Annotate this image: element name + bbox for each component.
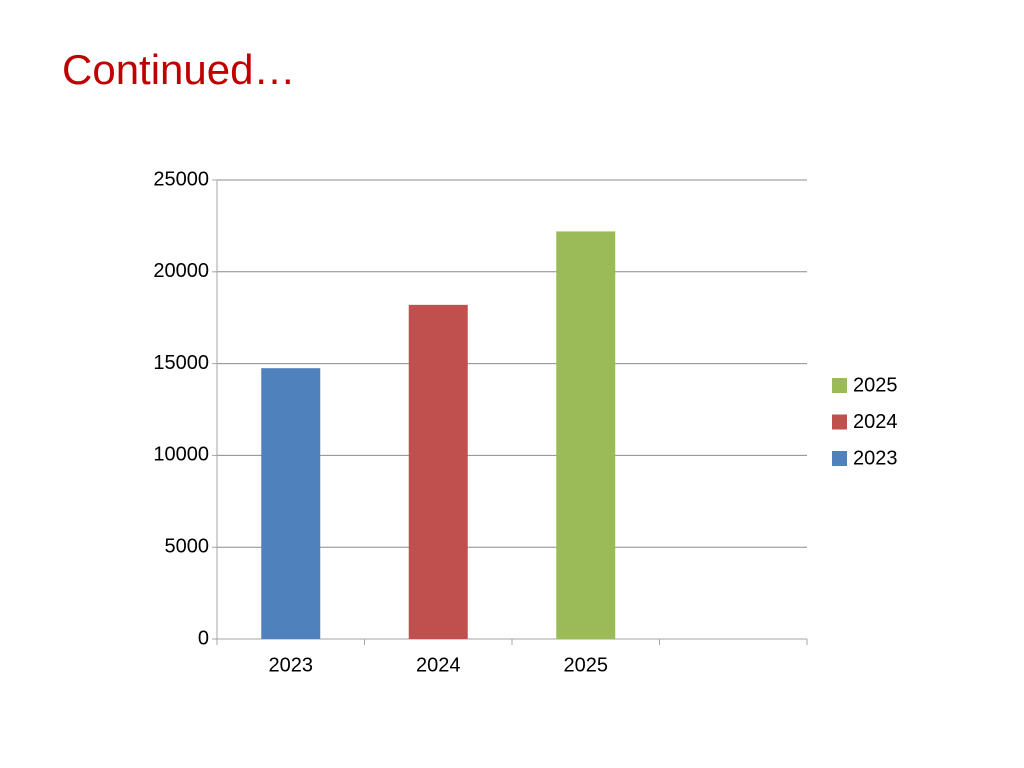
x-tick-label: 2024 xyxy=(416,654,461,676)
y-tick-label: 5000 xyxy=(165,535,210,557)
legend-swatch xyxy=(832,378,847,393)
x-tick-label: 2023 xyxy=(269,654,314,676)
legend-label: 2025 xyxy=(853,374,898,396)
chart-title: Continued… xyxy=(62,46,295,93)
y-tick-label: 25000 xyxy=(153,168,209,190)
bar xyxy=(556,231,616,639)
bar xyxy=(261,368,321,639)
bar xyxy=(408,304,468,639)
y-tick-label: 20000 xyxy=(153,260,209,282)
legend-swatch xyxy=(832,414,847,430)
legend-label: 2024 xyxy=(853,411,898,433)
y-tick-label: 0 xyxy=(198,627,209,649)
y-tick-label: 15000 xyxy=(153,352,209,374)
legend-label: 2023 xyxy=(853,447,898,469)
y-tick-label: 10000 xyxy=(153,444,209,466)
legend-swatch xyxy=(832,451,847,466)
x-tick-label: 2025 xyxy=(564,654,609,676)
